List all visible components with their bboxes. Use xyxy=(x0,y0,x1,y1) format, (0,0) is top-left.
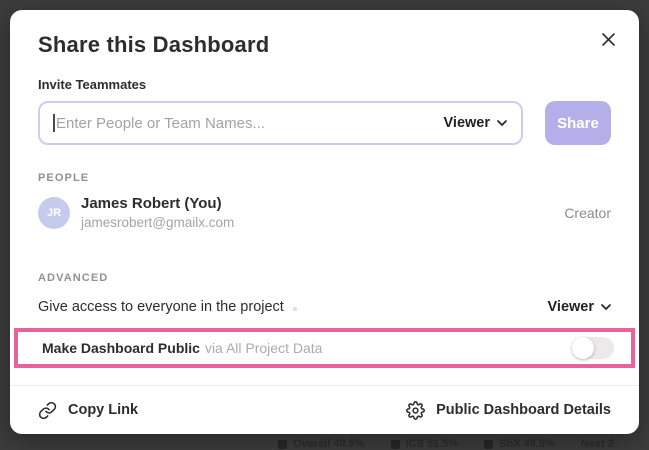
legend-item: SbX 48.5% xyxy=(484,438,555,450)
project-access-label: Give access to everyone in the project xyxy=(38,299,284,315)
share-button[interactable]: Share xyxy=(545,101,611,145)
person-row: JR James Robert (You) jamesrobert@gmailx… xyxy=(38,195,611,230)
invite-role-dropdown[interactable]: Viewer xyxy=(444,101,508,145)
project-access-role-value: Viewer xyxy=(547,299,595,315)
toggle-knob xyxy=(572,337,594,359)
make-public-row-highlighted: Make Dashboard Public via All Project Da… xyxy=(14,328,635,368)
make-public-note: via All Project Data xyxy=(204,340,323,356)
modal-title: Share this Dashboard xyxy=(38,32,270,57)
legend-swatch xyxy=(278,439,287,449)
info-icon xyxy=(292,307,297,311)
gear-icon xyxy=(406,400,426,420)
person-role: Creator xyxy=(564,204,611,221)
legend-swatch xyxy=(484,439,494,449)
invite-teammates-label: Invite Teammates xyxy=(38,77,147,92)
link-icon xyxy=(38,401,57,420)
make-public-label: Make Dashboard Public xyxy=(42,340,200,356)
project-access-row: Give access to everyone in the project V… xyxy=(38,299,611,315)
text-caret xyxy=(53,114,55,132)
copy-link-button[interactable]: Copy Link xyxy=(38,401,138,420)
chevron-down-icon xyxy=(497,120,507,126)
legend-swatch xyxy=(390,439,400,449)
legend-item: ICS 51.5% xyxy=(390,438,459,450)
avatar: JR xyxy=(38,196,70,229)
invite-row: Viewer Share xyxy=(38,101,611,145)
public-toggle[interactable] xyxy=(572,337,614,359)
invite-input[interactable] xyxy=(38,101,523,145)
advanced-section-heading: ADVANCED xyxy=(38,272,109,284)
close-icon xyxy=(601,32,616,47)
legend-label: ICS 51.5% xyxy=(405,438,459,450)
copy-link-label: Copy Link xyxy=(68,402,139,418)
invite-role-value: Viewer xyxy=(443,115,491,131)
legend-item: Next 2 xyxy=(581,438,614,450)
person-name: James Robert (You) xyxy=(81,195,222,212)
public-dashboard-details-label: Public Dashboard Details xyxy=(436,402,611,418)
invite-field-wrap: Viewer xyxy=(38,101,523,145)
legend-label: SbX 48.5% xyxy=(499,438,555,450)
public-dashboard-details-button[interactable]: Public Dashboard Details xyxy=(406,400,611,420)
legend-item: Overall 48.5% xyxy=(278,438,365,450)
legend-label: Overall 48.5% xyxy=(293,438,365,450)
close-button[interactable] xyxy=(597,28,619,50)
project-access-role-dropdown[interactable]: Viewer xyxy=(548,299,612,315)
chevron-down-icon xyxy=(601,304,611,310)
people-section-heading: PEOPLE xyxy=(38,172,90,184)
share-dashboard-modal: Share this Dashboard Invite Teammates Vi… xyxy=(10,10,639,434)
person-email: jamesrobert@gmailx.com xyxy=(81,215,235,230)
modal-footer: Copy Link Public Dashboard Details xyxy=(10,385,639,434)
person-info: James Robert (You) jamesrobert@gmailx.co… xyxy=(81,195,234,230)
legend-label: Next 2 xyxy=(580,438,614,450)
background-dashboard-legend: Overall 48.5% ICS 51.5% SbX 48.5% Next 2 xyxy=(278,438,614,450)
